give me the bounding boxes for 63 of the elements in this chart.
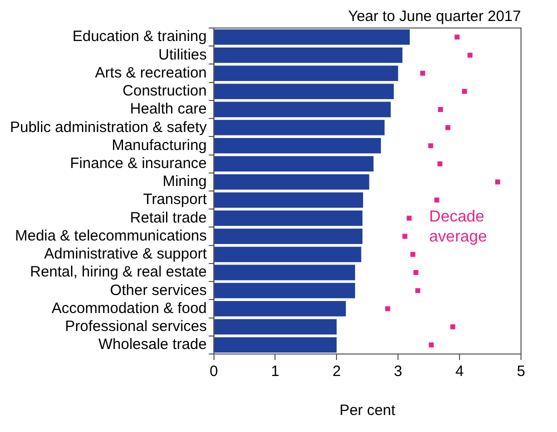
- bar: [214, 210, 362, 226]
- x-tick-label: 3: [394, 363, 402, 380]
- y-tick-label: Arts & recreation: [95, 64, 207, 82]
- bar: [214, 319, 337, 335]
- bar: [214, 301, 346, 316]
- bar: [214, 29, 410, 45]
- y-tick-label: Education & training: [72, 28, 207, 46]
- point: [406, 216, 412, 221]
- point: [420, 70, 426, 76]
- point: [450, 324, 456, 330]
- point: [385, 306, 390, 312]
- y-tick-label: Manufacturing: [112, 136, 207, 154]
- bar: [214, 120, 385, 136]
- bar: [214, 156, 374, 172]
- bar: [214, 84, 394, 100]
- y-tick-label: Professional services: [65, 318, 207, 335]
- point: [438, 107, 443, 112]
- bar: [214, 264, 356, 280]
- chart-title: Year to June quarter 2017: [348, 8, 521, 26]
- y-tick-label: Health care: [130, 100, 207, 118]
- x-tick-label: 1: [271, 363, 280, 380]
- point: [402, 234, 408, 239]
- point: [413, 270, 418, 275]
- y-tick-label: Transport: [143, 191, 208, 208]
- point: [428, 143, 434, 148]
- point: [468, 52, 472, 58]
- x-tick-label: 5: [516, 363, 526, 380]
- bar: [214, 337, 337, 353]
- point: [454, 34, 460, 40]
- bar: [214, 228, 362, 244]
- y-tick-label: Media & telecommunications: [14, 227, 207, 244]
- y-tick-label: Wholesale trade: [98, 336, 207, 354]
- y-tick-label: Other services: [110, 282, 207, 299]
- x-tick-label: 4: [455, 363, 464, 380]
- point: [415, 288, 420, 294]
- y-tick-label: Finance & insurance: [70, 154, 207, 172]
- y-tick-label: Administrative & support: [44, 246, 208, 263]
- point: [434, 198, 440, 203]
- bar: [214, 102, 391, 118]
- x-axis-title: Per cent: [339, 402, 396, 420]
- bar: [214, 47, 402, 63]
- y-tick-label: Retail trade: [130, 209, 207, 226]
- y-tick-label: Mining: [162, 173, 207, 190]
- y-tick-label: Rental, hiring & real estate: [30, 264, 207, 281]
- point: [428, 342, 434, 348]
- y-tick-label: Utilities: [158, 46, 207, 64]
- bar: [214, 138, 381, 154]
- point: [437, 161, 442, 166]
- x-tick-label: 2: [332, 363, 341, 380]
- bar: [214, 66, 398, 81]
- y-tick-label: Public administration & safety: [10, 118, 208, 136]
- point: [462, 88, 467, 94]
- point: [445, 125, 450, 130]
- point: [495, 179, 500, 184]
- bar: [214, 282, 356, 298]
- bar: [214, 246, 362, 262]
- bar: [214, 174, 370, 190]
- x-tick-label: 0: [210, 363, 218, 380]
- y-tick-label: Accommodation & food: [52, 300, 207, 317]
- y-tick-label: Construction: [122, 82, 207, 100]
- bar: [214, 192, 364, 208]
- series-label: Decade average: [429, 208, 488, 246]
- point: [410, 252, 416, 257]
